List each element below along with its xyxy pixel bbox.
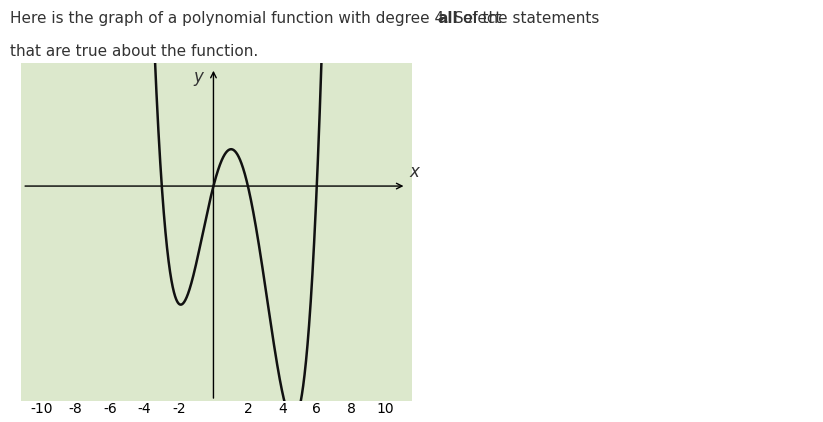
Text: y: y (193, 68, 203, 86)
Text: that are true about the function.: that are true about the function. (10, 44, 258, 60)
Text: Here is the graph of a polynomial function with degree 4. Select: Here is the graph of a polynomial functi… (10, 11, 506, 26)
Text: of the statements: of the statements (458, 11, 599, 26)
Text: all: all (438, 11, 458, 26)
Text: x: x (410, 163, 420, 181)
